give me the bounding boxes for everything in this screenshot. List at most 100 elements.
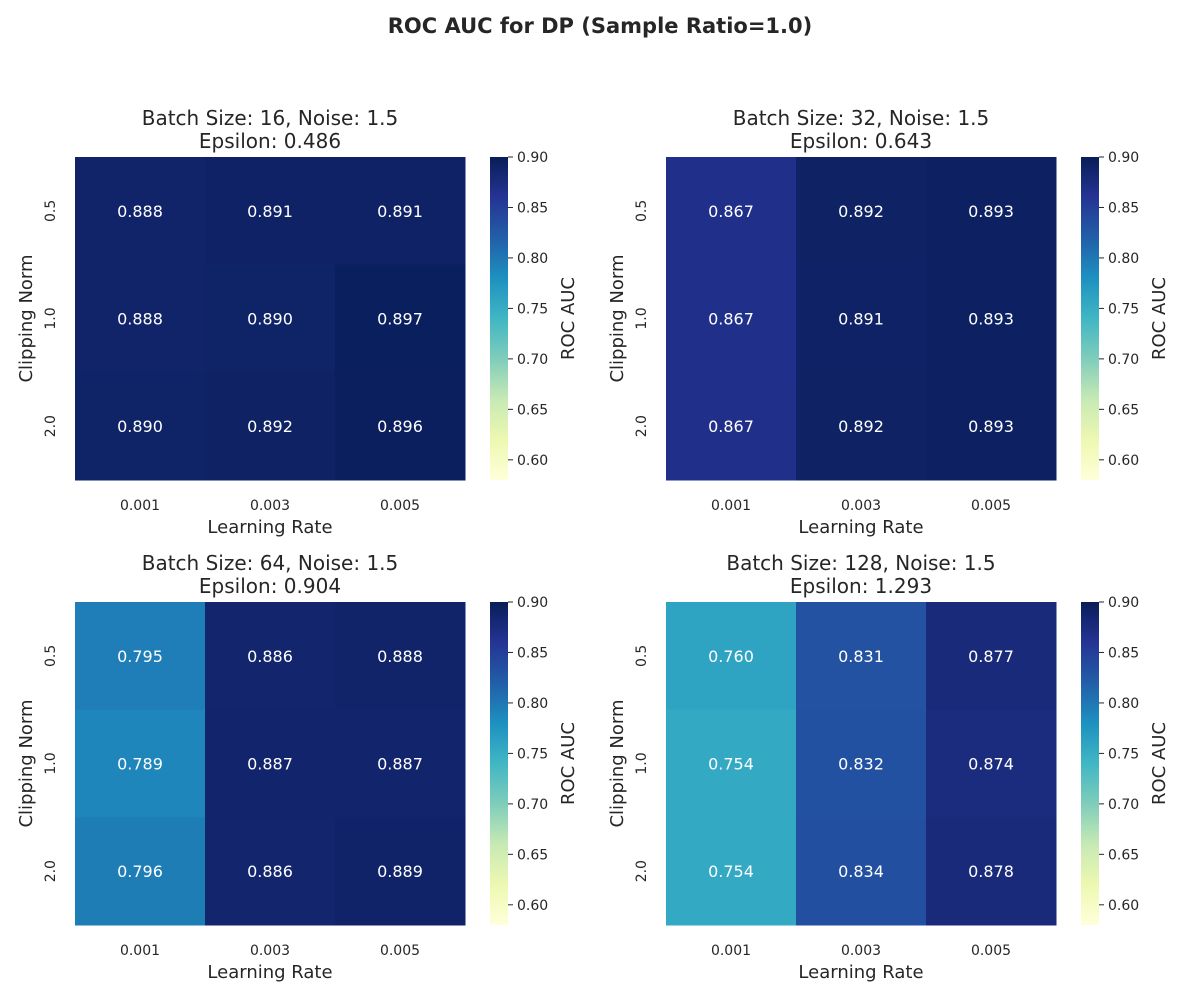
heatmap-cell: [205, 372, 336, 481]
cell-label: 0.888: [377, 647, 423, 666]
y-tick-label: 1.0: [634, 752, 650, 774]
colorbar-tick-label: 0.90: [1108, 595, 1139, 611]
heatmap-cell: [75, 602, 206, 711]
x-tick-label: 0.001: [711, 943, 751, 959]
heatmap-cell: [666, 157, 797, 266]
panel-subtitle: Epsilon: 0.904: [199, 574, 341, 598]
heatmap-cell: [75, 157, 206, 266]
x-axis-label: Learning Rate: [207, 962, 332, 983]
cell-label: 0.754: [708, 862, 754, 881]
cell-label: 0.796: [117, 862, 163, 881]
colorbar-tick-label: 0.85: [517, 645, 548, 661]
heatmap-cell: [926, 157, 1057, 266]
cell-label: 0.889: [377, 862, 423, 881]
colorbar-tick-label: 0.70: [517, 797, 548, 813]
y-tick-label: 2.0: [634, 415, 650, 437]
cell-label: 0.891: [247, 202, 293, 221]
x-tick-label: 0.001: [120, 498, 160, 514]
heatmap-cell: [75, 817, 206, 926]
cell-label: 0.760: [708, 647, 754, 666]
heatmap-cell: [75, 709, 206, 818]
x-axis-label: Learning Rate: [798, 517, 923, 538]
cell-label: 0.888: [117, 310, 163, 329]
x-tick-label: 0.005: [380, 498, 420, 514]
heatmap-cell: [335, 709, 466, 818]
colorbar-tick-label: 0.75: [517, 746, 548, 762]
y-tick-label: 0.5: [43, 645, 59, 667]
y-tick-label: 0.5: [43, 200, 59, 222]
heatmap-cell: [335, 602, 466, 711]
x-tick-label: 0.001: [120, 943, 160, 959]
heatmap-cell: [926, 709, 1057, 818]
cell-label: 0.887: [247, 755, 293, 774]
colorbar-tick-label: 0.90: [1108, 150, 1139, 166]
colorbar-tick-label: 0.70: [1108, 797, 1139, 813]
panel-subtitle: Epsilon: 0.643: [790, 129, 932, 153]
colorbar-tick-label: 0.70: [517, 352, 548, 368]
heatmap-cell: [205, 157, 336, 266]
colorbar: [490, 602, 508, 925]
colorbar-tick-label: 0.80: [1108, 251, 1139, 267]
cell-label: 0.789: [117, 755, 163, 774]
cell-label: 0.832: [838, 755, 884, 774]
x-tick-label: 0.001: [711, 498, 751, 514]
cell-label: 0.897: [377, 310, 423, 329]
heatmap-cell: [666, 817, 797, 926]
cell-label: 0.893: [968, 417, 1014, 436]
heatmap-cell: [926, 602, 1057, 711]
x-tick-label: 0.003: [250, 498, 290, 514]
heatmap-cell: [796, 602, 927, 711]
heatmap-cell: [335, 157, 466, 266]
y-tick-label: 1.0: [43, 752, 59, 774]
cell-label: 0.892: [838, 202, 884, 221]
x-tick-label: 0.003: [841, 943, 881, 959]
cell-label: 0.831: [838, 647, 884, 666]
cell-label: 0.892: [838, 417, 884, 436]
cell-label: 0.890: [117, 417, 163, 436]
cell-label: 0.754: [708, 755, 754, 774]
heatmap-cell: [335, 372, 466, 481]
heatmap-cell: [205, 264, 336, 373]
y-tick-label: 1.0: [634, 307, 650, 329]
y-tick-label: 0.5: [634, 200, 650, 222]
heatmap-cell: [75, 264, 206, 373]
heatmap-cell: [205, 709, 336, 818]
cell-label: 0.893: [968, 202, 1014, 221]
heatmap-cell: [666, 602, 797, 711]
heatmap-cell: [666, 372, 797, 481]
colorbar-tick-label: 0.60: [1108, 898, 1139, 914]
colorbar: [1081, 157, 1099, 480]
y-axis-label: Clipping Norm: [607, 254, 628, 382]
colorbar-tick-label: 0.60: [1108, 453, 1139, 469]
heatmap-cell: [205, 602, 336, 711]
heatmap-cell: [335, 264, 466, 373]
colorbar-tick-label: 0.60: [517, 898, 548, 914]
cell-label: 0.891: [838, 310, 884, 329]
heatmap-cell: [796, 264, 927, 373]
colorbar-tick-label: 0.65: [517, 402, 548, 418]
panel-title: Batch Size: 16, Noise: 1.5: [142, 106, 399, 130]
heatmap-cell: [796, 709, 927, 818]
y-tick-label: 2.0: [43, 860, 59, 882]
heatmap-cell: [205, 817, 336, 926]
cell-label: 0.887: [377, 755, 423, 774]
heatmap-cell: [666, 709, 797, 818]
colorbar-tick-label: 0.90: [517, 150, 548, 166]
y-tick-label: 1.0: [43, 307, 59, 329]
panel-subtitle: Epsilon: 0.486: [199, 129, 341, 153]
heatmap-cell: [796, 817, 927, 926]
cell-label: 0.877: [968, 647, 1014, 666]
y-tick-label: 2.0: [634, 860, 650, 882]
figure-title: ROC AUC for DP (Sample Ratio=1.0): [387, 14, 813, 38]
cell-label: 0.886: [247, 647, 293, 666]
heatmap-cell: [796, 157, 927, 266]
cell-label: 0.888: [117, 202, 163, 221]
colorbar-tick-label: 0.90: [517, 595, 548, 611]
cell-label: 0.892: [247, 417, 293, 436]
colorbar-label: ROC AUC: [558, 277, 579, 360]
heatmap-cell: [796, 372, 927, 481]
y-axis-label: Clipping Norm: [16, 699, 37, 827]
panel-title: Batch Size: 64, Noise: 1.5: [142, 551, 399, 575]
colorbar-tick-label: 0.70: [1108, 352, 1139, 368]
